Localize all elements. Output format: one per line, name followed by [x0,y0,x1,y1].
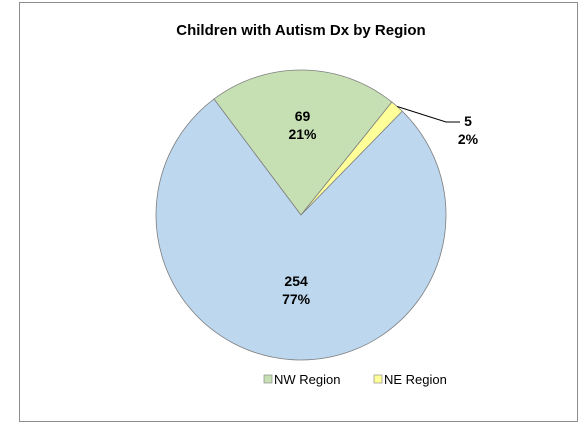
chart-title: Children with Autism Dx by Region [176,22,425,39]
legend: NW Region NE Region [263,372,447,387]
legend-label: NE Region [384,372,447,387]
legend-swatch [263,374,273,384]
legend-item-nw-region: NW Region [263,372,340,387]
slices-layer [155,69,447,361]
pie-chart: Children with Autism Dx by Region 254 77%… [155,22,479,387]
leader-line-ne-region [397,106,460,123]
legend-swatch [373,374,383,384]
pie-slice-main [155,98,447,361]
pie-slice-nw-region [213,69,393,216]
data-label-ne-region: 5 2% [458,113,479,147]
data-labels-layer: 254 77% 69 21% 5 2% [282,106,479,307]
legend-item-ne-region: NE Region [373,372,447,387]
data-label-nw-region: 69 21% [288,108,317,142]
chart-canvas: Children with Autism Dx by Region 254 77%… [19,2,578,422]
legend-label: NW Region [274,372,340,387]
data-label-main: 254 77% [282,273,311,307]
